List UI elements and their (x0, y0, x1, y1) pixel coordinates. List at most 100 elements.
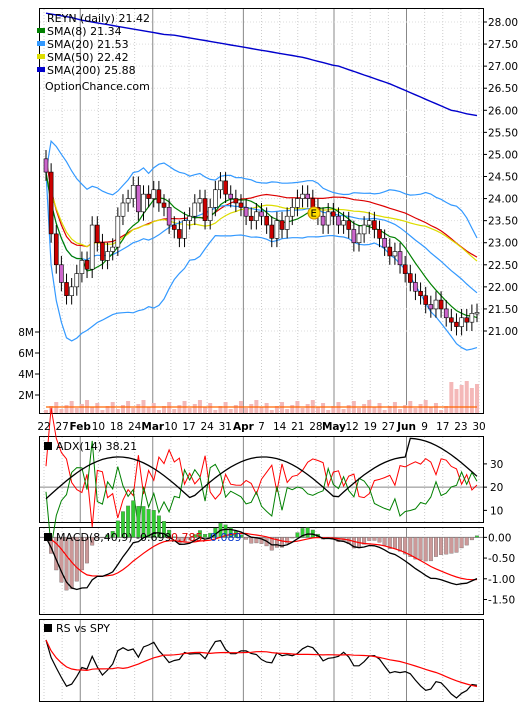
legend-entry: SMA(200) 25.88 (47, 64, 136, 77)
candle-body (449, 317, 454, 323)
volume-bar (44, 410, 48, 413)
candle-body (136, 185, 141, 213)
volume-bar (341, 409, 346, 413)
volume-bar (362, 404, 367, 413)
macd-histogram-bar (377, 537, 382, 543)
volume-bar (74, 408, 79, 413)
macd-histogram-bar (300, 528, 305, 538)
legend-swatch (37, 67, 45, 72)
macd-histogram-bar (85, 537, 89, 564)
candle-body (228, 193, 234, 199)
candle-body (392, 251, 398, 257)
macd-histogram-bar (59, 537, 64, 583)
candle-body (454, 321, 459, 327)
volume-bar (387, 406, 392, 413)
candle-body (459, 317, 464, 327)
volume-bar (285, 409, 290, 413)
legend-swatch (37, 41, 45, 46)
x-axis-label: 30 (472, 421, 485, 433)
macd-histogram-bar (259, 537, 264, 544)
indicator-lines (44, 407, 479, 699)
volume-bar (475, 384, 479, 413)
candle-body (254, 211, 259, 221)
volume-bar (187, 408, 192, 413)
macd-histogram-bar (156, 515, 161, 538)
y-tick-label: 28.00 (488, 17, 518, 29)
candle-body (192, 202, 198, 217)
macd-histogram-bar (177, 537, 182, 544)
volume-bar (274, 406, 279, 413)
volume-bar (172, 409, 177, 413)
macd-histogram-bar (428, 537, 433, 562)
volume-bar (156, 410, 161, 413)
candle-body (177, 229, 182, 239)
macd-histogram-bar (131, 500, 136, 538)
candle-body (233, 198, 239, 204)
candle-body (223, 180, 228, 195)
macd-histogram-bar (115, 520, 120, 538)
candle-body (438, 299, 444, 310)
x-axis-label: 22 (37, 421, 50, 433)
macd-histogram-bar (351, 537, 356, 549)
volume-bar (146, 407, 151, 413)
volume-bar (100, 410, 105, 413)
candle-body (84, 260, 90, 270)
volume-bar (398, 409, 403, 413)
volume-bar (356, 408, 361, 413)
candle-body (120, 202, 126, 217)
candle-body (402, 264, 408, 274)
candle-body (341, 220, 346, 226)
y-tick-label: 27.50 (488, 39, 518, 51)
candle-body (197, 198, 203, 204)
macd-histogram-bar (459, 537, 464, 549)
volume-bar (208, 403, 213, 413)
macd-histogram-bar (126, 505, 131, 538)
x-axis-label: May (322, 421, 346, 433)
svg-text:-0.785,: -0.785, (167, 531, 206, 544)
candle-body (218, 180, 223, 191)
volume-tick-label: 6M (18, 348, 34, 360)
macd-histogram-bar (280, 537, 284, 548)
volume-bar (449, 382, 454, 413)
x-axis-label: Apr (233, 421, 255, 433)
candle-body (156, 189, 162, 204)
x-axis-label: 27 (55, 421, 68, 433)
legend-swatch (37, 28, 45, 33)
macd-histogram-bar (444, 537, 449, 555)
macd-histogram-bar (423, 537, 428, 562)
x-axis-label: 12 (345, 421, 358, 433)
x-axis-label: 28 (309, 421, 322, 433)
macd-histogram-bar (403, 537, 408, 555)
x-axis-label: 27 (382, 421, 395, 433)
candle-body (469, 313, 475, 323)
candle-body (289, 207, 295, 217)
macd-histogram-bar (290, 537, 295, 539)
volume-bar (372, 407, 377, 413)
candle-body (248, 215, 254, 221)
adx-line (45, 437, 478, 500)
macd-histogram-bar (223, 524, 228, 538)
x-axis-label: 17 (436, 421, 449, 433)
y-tick-label: 22.00 (488, 282, 518, 294)
volume-bar (464, 381, 469, 413)
candle-body (428, 304, 434, 310)
y-tick-label: 22.50 (488, 260, 518, 272)
candle-body (433, 299, 439, 310)
y-tick-label: 24.50 (488, 172, 518, 184)
y-tick-label: 26.00 (488, 105, 518, 117)
candle-body (310, 198, 316, 208)
volume-bar (244, 408, 249, 413)
volume-bar (439, 410, 444, 413)
macd-histogram-bar (475, 535, 479, 538)
volume-bar (290, 405, 295, 413)
candle-body (130, 185, 136, 199)
volume-bar (59, 409, 64, 413)
candle-body (48, 171, 54, 235)
candle-body (351, 229, 357, 244)
macd-histogram-bar (408, 537, 413, 557)
x-axis-labels: 22 27 Feb 10 18 24 Mar 10 17 24 31 Apr 7 14 21 28 May 12 1… (37, 421, 485, 433)
upper-band-line (45, 139, 478, 239)
candle-body (141, 193, 146, 213)
